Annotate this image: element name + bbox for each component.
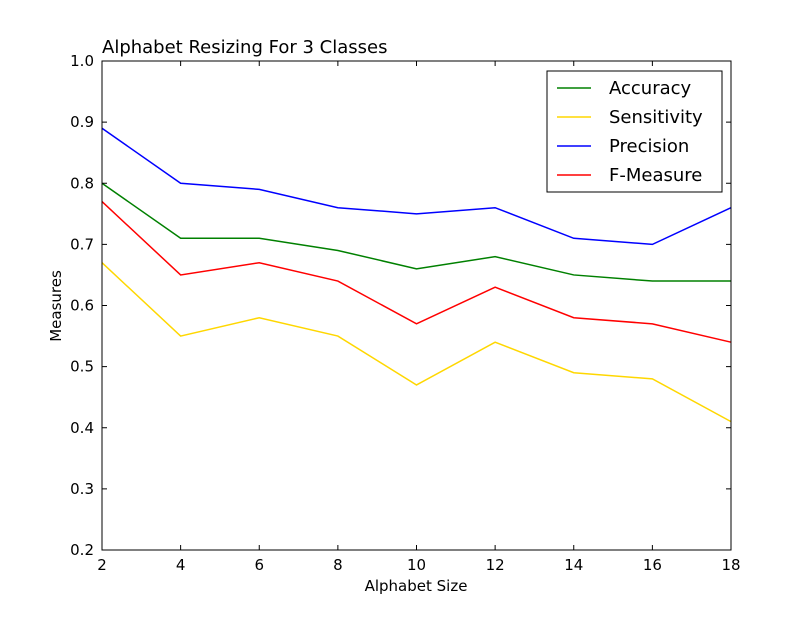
plot-area-frame	[101, 60, 732, 551]
x-tick-label: 8	[333, 556, 343, 574]
x-tick-label: 10	[407, 556, 426, 574]
y-tick-label: 0.5	[70, 358, 94, 376]
series-line-precision	[101, 127, 732, 246]
x-tick-label: 2	[97, 556, 107, 574]
y-axis-label: Measures	[47, 270, 65, 342]
y-tick-label: 0.9	[70, 113, 94, 131]
legend-label-sensitivity: Sensitivity	[609, 107, 703, 128]
legend-box	[546, 70, 723, 193]
series-line-sensitivity	[101, 262, 732, 423]
legend-label-precision: Precision	[609, 136, 689, 157]
ticks-layer: 2 4 6 8 10 12 14 16 18 0.2 0.3 0.4 0.5 0.6 0.7 0.8 0.9 1.…	[70, 52, 740, 574]
x-tick-label: 18	[721, 556, 740, 574]
legend-label-f-measure: F-Measure	[609, 165, 702, 186]
legend: Accuracy Sensitivity Precision F-Measure	[546, 70, 723, 193]
x-tick-label: 14	[564, 556, 583, 574]
y-tick-label: 0.4	[70, 419, 94, 437]
x-axis-label: Alphabet Size	[365, 577, 468, 595]
legend-label-accuracy: Accuracy	[609, 78, 692, 99]
y-tick-label: 1.0	[70, 52, 94, 70]
y-tick-label: 0.2	[70, 541, 94, 559]
y-tick-label: 0.6	[70, 297, 94, 315]
x-tick-label: 12	[486, 556, 505, 574]
y-tick-label: 0.7	[70, 235, 94, 253]
series-line-accuracy	[101, 182, 731, 282]
x-tick-label: 6	[254, 556, 264, 574]
y-tick-label: 0.3	[70, 480, 94, 498]
series-layer	[101, 127, 732, 423]
y-tick-label: 0.8	[70, 174, 94, 192]
x-tick-label: 4	[176, 556, 186, 574]
series-line-f-measure	[101, 201, 732, 343]
x-tick-label: 16	[643, 556, 662, 574]
chart-title: Alphabet Resizing For 3 Classes	[102, 37, 387, 58]
